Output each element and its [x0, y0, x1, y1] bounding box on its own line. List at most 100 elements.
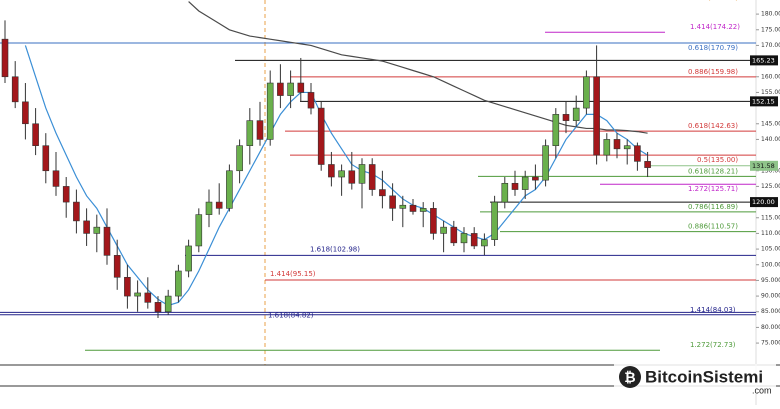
level-box	[750, 55, 778, 66]
candle-body	[368, 164, 376, 190]
y-tick-label: 175.00	[761, 26, 780, 33]
y-tick-label: 180.00	[761, 11, 780, 18]
level-label: 0.618(142.63)	[688, 122, 738, 130]
candle-body	[73, 201, 80, 222]
candle-body	[11, 76, 19, 103]
candle-body	[501, 182, 509, 203]
candle-body	[103, 226, 111, 256]
candle-body	[317, 107, 325, 165]
candle-body	[613, 139, 621, 150]
candle-body	[593, 76, 600, 156]
candle-body	[379, 189, 386, 197]
candle-body	[175, 270, 182, 297]
y-tick-label: 125.00	[761, 183, 780, 190]
candle-body	[440, 226, 447, 234]
candle-body	[562, 114, 570, 121]
candle-body	[542, 145, 549, 181]
level-label: 0.786(116.89)	[688, 203, 738, 211]
candle-body	[430, 208, 437, 234]
candle-body	[124, 276, 131, 297]
candle-body	[409, 204, 417, 212]
candle-body	[460, 233, 468, 244]
candle-body	[93, 226, 101, 234]
level-box	[750, 197, 778, 208]
candle-body	[52, 170, 60, 187]
level-label: 1.272(72.73)	[690, 341, 736, 349]
candle-body	[634, 145, 641, 162]
y-tick-label: 115.00	[761, 214, 780, 221]
candle-body	[154, 302, 162, 313]
candle-body	[1, 38, 9, 78]
candle-body	[32, 123, 39, 146]
candle-body	[644, 161, 651, 168]
candle-body	[399, 204, 407, 209]
level-label: 1.618(102.98)	[310, 245, 360, 253]
watermark-text: BitcoinSistemi	[645, 367, 763, 386]
level-label: 1.414(174.22)	[690, 23, 740, 31]
watermark-bg	[614, 364, 776, 394]
candle-body	[470, 233, 478, 247]
candle-body	[256, 120, 264, 140]
candle-body	[552, 114, 560, 146]
y-tick-label: 100.00	[761, 261, 780, 268]
y-tick-label: 155.00	[761, 89, 780, 96]
candle-body	[42, 145, 50, 172]
candle-body	[134, 292, 141, 297]
candle-body	[603, 139, 611, 156]
level-label: 0.886(159.98)	[688, 68, 738, 76]
candle-body	[521, 176, 529, 190]
candle-body	[307, 92, 315, 109]
y-tick-label: 75.000	[761, 340, 780, 347]
candle-body	[246, 120, 254, 146]
y-tick-label: 145.00	[761, 120, 780, 127]
candle-body	[164, 295, 172, 313]
y-tick-label: 80.000	[761, 324, 780, 331]
candle-body	[287, 82, 294, 96]
y-tick-label: 160.00	[761, 73, 780, 80]
candle-body	[236, 145, 243, 172]
candle-body	[328, 164, 335, 178]
level-label: 1.414(95.15)	[270, 270, 316, 278]
y-tick-label: 170.00	[761, 42, 780, 49]
candle-body	[348, 170, 356, 184]
candle-body	[297, 82, 305, 93]
level-label: 165.23	[752, 56, 775, 64]
y-tick-label: 95.000	[761, 277, 780, 284]
candle-body	[277, 82, 284, 96]
candle-body	[205, 201, 213, 215]
candle-body	[358, 164, 366, 184]
candle-body	[338, 170, 345, 178]
y-tick-label: 110.00	[761, 230, 780, 237]
candle-body	[83, 220, 90, 234]
candle-body	[481, 239, 488, 247]
level-label: 0.5(135.00)	[697, 156, 738, 164]
level-label: 0.886(110.57)	[688, 223, 738, 231]
level-label: 0.618(170.79)	[688, 44, 738, 52]
candle-body	[572, 107, 580, 121]
y-tick-label: 90.000	[761, 293, 780, 300]
candle-body	[532, 176, 539, 181]
candle-body	[215, 201, 223, 209]
level-label: 1.414(84.03)	[690, 306, 736, 314]
level-label: 152.15	[752, 97, 775, 105]
watermark-icon-glyph: ₿	[624, 370, 635, 386]
level-label: 1.272(185.14)	[688, 0, 738, 2]
y-tick-label: 140.00	[761, 136, 780, 143]
level-box	[750, 160, 778, 171]
candle-body	[266, 82, 274, 140]
candle-body	[62, 186, 70, 203]
level-label: 1.272(125.71)	[688, 185, 738, 193]
candle-body	[419, 208, 427, 212]
level-box	[750, 96, 778, 107]
level-label: 0.618(128.21)	[688, 167, 738, 175]
candle-body	[22, 101, 29, 125]
candle-body	[583, 76, 590, 109]
watermark-suffix: .com	[752, 385, 772, 395]
candle-body	[511, 182, 519, 190]
candle-body	[623, 145, 631, 150]
candle-body	[195, 214, 203, 247]
candle-body	[185, 245, 192, 272]
candle-body	[491, 201, 498, 240]
